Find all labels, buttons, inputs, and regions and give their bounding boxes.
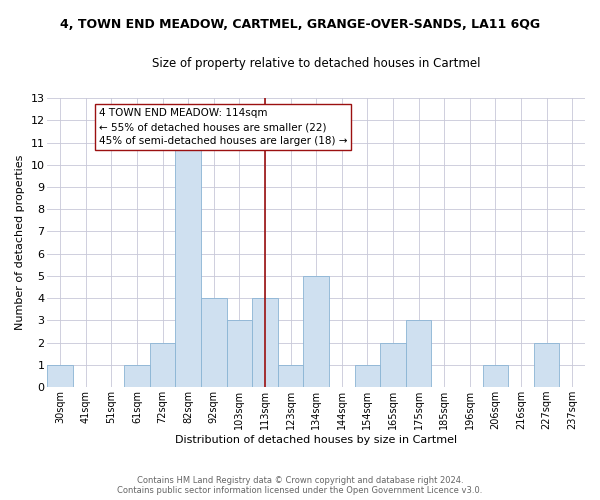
Bar: [482, 365, 508, 387]
Text: Contains HM Land Registry data © Crown copyright and database right 2024.
Contai: Contains HM Land Registry data © Crown c…: [118, 476, 482, 495]
Text: 4, TOWN END MEADOW, CARTMEL, GRANGE-OVER-SANDS, LA11 6QG: 4, TOWN END MEADOW, CARTMEL, GRANGE-OVER…: [60, 18, 540, 30]
Bar: [47, 365, 73, 387]
Bar: [355, 365, 380, 387]
Bar: [278, 365, 304, 387]
Bar: [380, 342, 406, 387]
Bar: [124, 365, 150, 387]
Bar: [406, 320, 431, 387]
Text: 4 TOWN END MEADOW: 114sqm
← 55% of detached houses are smaller (22)
45% of semi-: 4 TOWN END MEADOW: 114sqm ← 55% of detac…: [98, 108, 347, 146]
X-axis label: Distribution of detached houses by size in Cartmel: Distribution of detached houses by size …: [175, 435, 457, 445]
Bar: [150, 342, 175, 387]
Bar: [227, 320, 252, 387]
Bar: [201, 298, 227, 387]
Bar: [304, 276, 329, 387]
Title: Size of property relative to detached houses in Cartmel: Size of property relative to detached ho…: [152, 58, 481, 70]
Bar: [534, 342, 559, 387]
Bar: [175, 142, 201, 387]
Bar: [252, 298, 278, 387]
Y-axis label: Number of detached properties: Number of detached properties: [15, 155, 25, 330]
